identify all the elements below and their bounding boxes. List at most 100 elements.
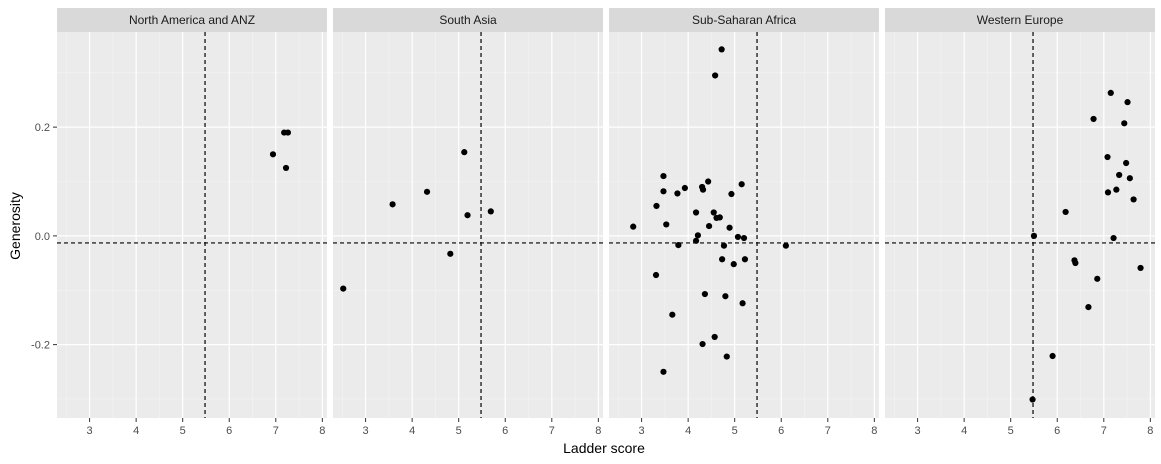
x-tick-label: 8 [1147, 425, 1153, 437]
facet-panel: South Asia 3 4 5 6 7 8 [333, 8, 603, 437]
y-tick-label: 0.0 [35, 231, 50, 243]
facet-strip-label: Sub-Saharan Africa [692, 13, 796, 27]
x-tick-label: 5 [180, 425, 186, 437]
data-point [1072, 259, 1079, 267]
data-point [1121, 120, 1128, 127]
data-point [692, 237, 700, 244]
x-tick-label: 5 [1008, 425, 1014, 437]
x-tick-label: 3 [639, 425, 645, 437]
x-tick-label: 8 [319, 425, 325, 437]
data-point [694, 232, 702, 239]
data-point [1113, 186, 1120, 193]
data-point [675, 242, 682, 249]
data-point [1029, 396, 1036, 403]
data-point [1110, 234, 1117, 242]
data-point [681, 184, 688, 192]
data-point [447, 250, 454, 257]
data-point [660, 172, 667, 180]
data-point [710, 209, 717, 216]
x-tick-label: 6 [226, 425, 232, 437]
data-point [1107, 89, 1114, 96]
x-tick-label: 8 [595, 425, 601, 437]
data-point [1130, 196, 1137, 203]
data-point [660, 188, 667, 195]
data-point [269, 151, 277, 158]
x-tick-label: 6 [502, 425, 508, 437]
data-point [739, 300, 746, 307]
data-point [1116, 171, 1123, 179]
panel-background [885, 32, 1155, 418]
facet-panel: Sub-Saharan Africa 3 4 5 6 7 8 [609, 8, 879, 437]
facet-strip-label: Western Europe [977, 13, 1064, 27]
x-tick-label: 6 [778, 425, 784, 437]
data-point [728, 190, 735, 198]
x-tick-label: 3 [915, 425, 921, 437]
x-tick-label: 5 [456, 425, 462, 437]
data-point [1062, 208, 1069, 216]
data-point [282, 164, 290, 172]
data-point [711, 333, 718, 341]
data-point [1123, 159, 1130, 167]
data-point [726, 224, 733, 231]
x-tick-label: 7 [825, 425, 831, 437]
facet-panel: Western Europe 3 4 5 6 7 8 [885, 8, 1155, 437]
data-point [1124, 99, 1131, 106]
data-point [720, 242, 728, 249]
data-point [630, 223, 637, 230]
data-point [284, 129, 291, 136]
data-point [723, 353, 730, 360]
facet-strip-label: South Asia [439, 13, 497, 27]
data-point [652, 271, 660, 279]
data-point [699, 186, 707, 193]
data-point [1030, 232, 1038, 239]
panel-background [57, 32, 327, 418]
data-point [718, 46, 725, 53]
data-point [712, 72, 719, 79]
x-tick-label: 8 [871, 425, 877, 437]
data-point [716, 214, 723, 221]
facet-strip [57, 8, 327, 32]
data-point [692, 209, 700, 216]
data-point [340, 285, 347, 292]
data-point [741, 256, 749, 263]
data-point [674, 190, 681, 197]
x-tick-label: 4 [133, 425, 139, 437]
x-tick-label: 7 [1101, 425, 1107, 437]
facet-strip [333, 8, 603, 32]
data-point [701, 290, 708, 298]
data-point [1090, 115, 1097, 123]
x-tick-label: 4 [961, 425, 967, 437]
data-point [730, 261, 737, 268]
data-point [1094, 275, 1101, 282]
y-tick-label: -0.2 [31, 340, 50, 352]
data-point [1104, 153, 1111, 161]
data-point [705, 178, 712, 185]
facet-strip [609, 8, 879, 32]
data-point [719, 256, 726, 263]
x-tick-label: 6 [1054, 425, 1060, 437]
x-tick-label: 5 [732, 425, 738, 437]
data-point [653, 202, 660, 210]
data-point [464, 212, 471, 219]
x-axis-title: Ladder score [563, 440, 645, 456]
panel-background [609, 32, 879, 418]
x-tick-label: 4 [409, 425, 415, 437]
data-point [1049, 352, 1056, 360]
panel-background [333, 32, 603, 418]
data-point [423, 188, 431, 195]
data-point [660, 368, 667, 375]
data-point [1126, 175, 1133, 182]
data-point [705, 222, 713, 230]
data-point [487, 208, 494, 215]
data-point [669, 311, 676, 318]
data-point [734, 233, 742, 241]
data-point [782, 242, 789, 249]
data-point [738, 181, 745, 188]
data-point [389, 201, 396, 208]
facet-strip-label: North America and ANZ [129, 13, 255, 27]
facet-strip [885, 8, 1155, 32]
y-axis-title: Generosity [7, 192, 23, 260]
data-point [1137, 264, 1144, 272]
